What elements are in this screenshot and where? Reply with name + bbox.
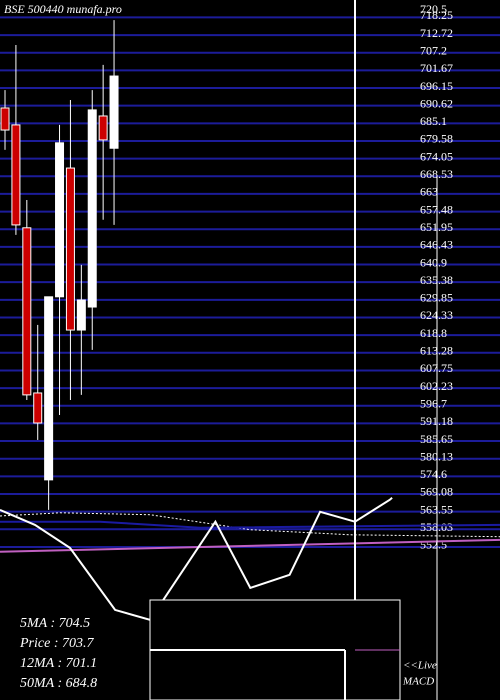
y-tick-label: 552.5 — [420, 538, 447, 552]
indicator-line — [0, 497, 393, 621]
info-line: Price : 703.7 — [19, 636, 94, 651]
candle-body — [109, 75, 119, 149]
candle-body — [11, 124, 21, 226]
y-tick-label: 690.62 — [420, 96, 453, 110]
y-tick-label: 696.15 — [420, 79, 453, 93]
y-tick-label: 574.6 — [420, 467, 447, 481]
y-tick-label: 674.05 — [420, 149, 453, 163]
y-tick-label: 679.58 — [420, 132, 453, 146]
candle-body — [98, 115, 108, 141]
y-tick-label: 712.72 — [420, 26, 453, 40]
candle-body — [87, 109, 97, 308]
chart-title: BSE 500440 munafa.pro — [4, 2, 122, 16]
y-tick-label: 618.8 — [420, 326, 447, 340]
y-tick-label: 640.9 — [420, 255, 447, 269]
y-tick-label: 596.7 — [420, 397, 447, 411]
y-tick-label: 701.67 — [420, 61, 453, 75]
indicator-lines — [0, 497, 500, 621]
y-tick-label: 685.1 — [420, 114, 447, 128]
indicator-line — [0, 520, 500, 529]
y-tick-label: 718.25 — [420, 8, 453, 22]
y-tick-label: 668.53 — [420, 167, 453, 181]
y-tick-label: 663 — [420, 185, 438, 199]
y-tick-label: 707.2 — [420, 43, 447, 57]
candle-body — [22, 227, 32, 396]
info-line: 50MA : 684.8 — [20, 676, 97, 691]
candle-body — [55, 142, 65, 298]
candle-body — [0, 107, 10, 131]
indicator-line — [0, 512, 500, 538]
high-label: 720.5 — [420, 2, 447, 16]
candle-body — [44, 296, 54, 481]
candle-body — [33, 392, 43, 424]
indicator-line — [0, 538, 500, 553]
info-line: 12MA : 701.1 — [20, 656, 97, 671]
info-line: 5MA : 704.5 — [20, 616, 90, 631]
candle-body — [65, 167, 75, 331]
grid: 718.25 712.72 707.2 701.67 696.15 690.62 685.1… — [0, 8, 500, 552]
candles — [0, 20, 119, 510]
candle-body — [76, 299, 86, 331]
macd-label: <<Live — [403, 660, 437, 672]
macd-label: MACD — [402, 676, 434, 688]
